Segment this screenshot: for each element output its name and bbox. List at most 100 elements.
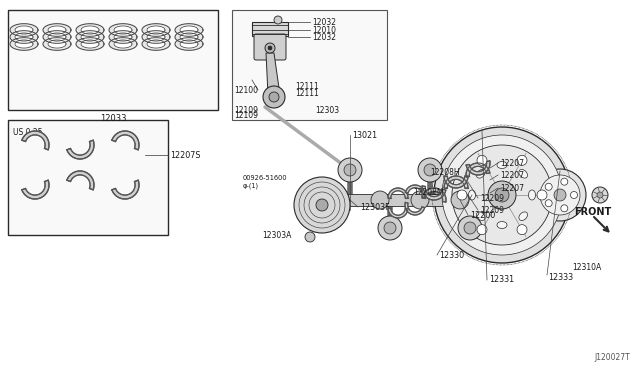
Polygon shape <box>43 38 71 50</box>
Circle shape <box>305 232 315 242</box>
Polygon shape <box>114 26 132 34</box>
Circle shape <box>554 189 566 201</box>
Polygon shape <box>175 38 203 50</box>
Polygon shape <box>43 24 71 36</box>
Text: 12111: 12111 <box>295 89 319 97</box>
Text: 12330: 12330 <box>439 250 464 260</box>
Polygon shape <box>15 26 33 34</box>
Text: 00926-51600: 00926-51600 <box>243 175 287 181</box>
Circle shape <box>464 222 476 234</box>
Circle shape <box>424 164 436 176</box>
Circle shape <box>545 183 552 190</box>
Circle shape <box>331 191 349 209</box>
Ellipse shape <box>468 190 476 200</box>
Polygon shape <box>15 40 33 48</box>
Text: 12208H: 12208H <box>430 167 460 176</box>
Circle shape <box>265 43 275 53</box>
Polygon shape <box>10 38 38 50</box>
Circle shape <box>458 216 482 240</box>
Circle shape <box>540 175 580 215</box>
Circle shape <box>294 177 350 233</box>
Polygon shape <box>67 171 94 190</box>
Circle shape <box>517 155 527 166</box>
Text: 12033: 12033 <box>100 114 126 123</box>
Circle shape <box>477 225 487 235</box>
Circle shape <box>561 178 568 185</box>
Text: 12100: 12100 <box>234 86 258 94</box>
Bar <box>8 120 168 235</box>
Text: φ-(1): φ-(1) <box>243 183 259 189</box>
Circle shape <box>517 225 527 235</box>
Polygon shape <box>405 202 425 215</box>
Polygon shape <box>76 38 104 50</box>
Text: 12303: 12303 <box>315 106 339 115</box>
Circle shape <box>274 16 282 24</box>
Bar <box>310 194 510 206</box>
Ellipse shape <box>519 212 527 221</box>
Polygon shape <box>114 33 132 41</box>
Circle shape <box>561 205 568 212</box>
Circle shape <box>268 46 272 50</box>
Circle shape <box>488 181 516 209</box>
Polygon shape <box>175 24 203 36</box>
Polygon shape <box>48 40 66 48</box>
Circle shape <box>495 188 509 202</box>
Polygon shape <box>48 26 66 34</box>
Polygon shape <box>76 31 104 43</box>
Polygon shape <box>147 33 165 41</box>
Circle shape <box>592 187 608 203</box>
Polygon shape <box>147 26 165 34</box>
Text: 12109: 12109 <box>234 106 258 115</box>
Circle shape <box>597 192 603 198</box>
Bar <box>8 10 218 110</box>
Polygon shape <box>109 24 137 36</box>
Polygon shape <box>109 38 137 50</box>
Polygon shape <box>266 53 280 95</box>
Polygon shape <box>444 176 468 188</box>
Polygon shape <box>180 26 198 34</box>
Polygon shape <box>388 208 408 218</box>
Circle shape <box>378 216 402 240</box>
Text: 12032: 12032 <box>312 32 336 42</box>
Circle shape <box>344 164 356 176</box>
Text: 12109: 12109 <box>234 110 258 119</box>
Polygon shape <box>142 31 170 43</box>
Polygon shape <box>466 161 490 175</box>
Circle shape <box>491 191 509 209</box>
Circle shape <box>269 92 279 102</box>
Circle shape <box>452 145 552 245</box>
Text: 12310A: 12310A <box>572 263 601 273</box>
Circle shape <box>411 191 429 209</box>
Circle shape <box>371 191 389 209</box>
Circle shape <box>384 222 396 234</box>
Circle shape <box>570 192 577 199</box>
Bar <box>232 10 387 120</box>
Text: 12111: 12111 <box>295 81 319 90</box>
Circle shape <box>534 169 586 221</box>
Ellipse shape <box>497 221 507 228</box>
Text: 12208M: 12208M <box>413 187 444 196</box>
Ellipse shape <box>476 170 485 178</box>
Circle shape <box>434 127 570 263</box>
Text: 12209: 12209 <box>480 193 504 202</box>
Polygon shape <box>10 31 38 43</box>
Polygon shape <box>81 33 99 41</box>
Circle shape <box>418 158 442 182</box>
Text: 13021: 13021 <box>352 131 377 140</box>
Polygon shape <box>422 186 446 200</box>
Circle shape <box>545 200 552 207</box>
Text: 12303F: 12303F <box>360 202 390 212</box>
Polygon shape <box>180 33 198 41</box>
Polygon shape <box>142 24 170 36</box>
Polygon shape <box>22 131 49 150</box>
Text: FRONT: FRONT <box>574 207 611 217</box>
Text: 12010: 12010 <box>312 26 336 35</box>
Text: 12303A: 12303A <box>262 231 291 240</box>
Polygon shape <box>142 38 170 50</box>
Circle shape <box>477 155 487 166</box>
Polygon shape <box>466 163 490 177</box>
Circle shape <box>316 199 328 211</box>
Ellipse shape <box>529 190 536 200</box>
Polygon shape <box>147 40 165 48</box>
Ellipse shape <box>519 170 527 178</box>
